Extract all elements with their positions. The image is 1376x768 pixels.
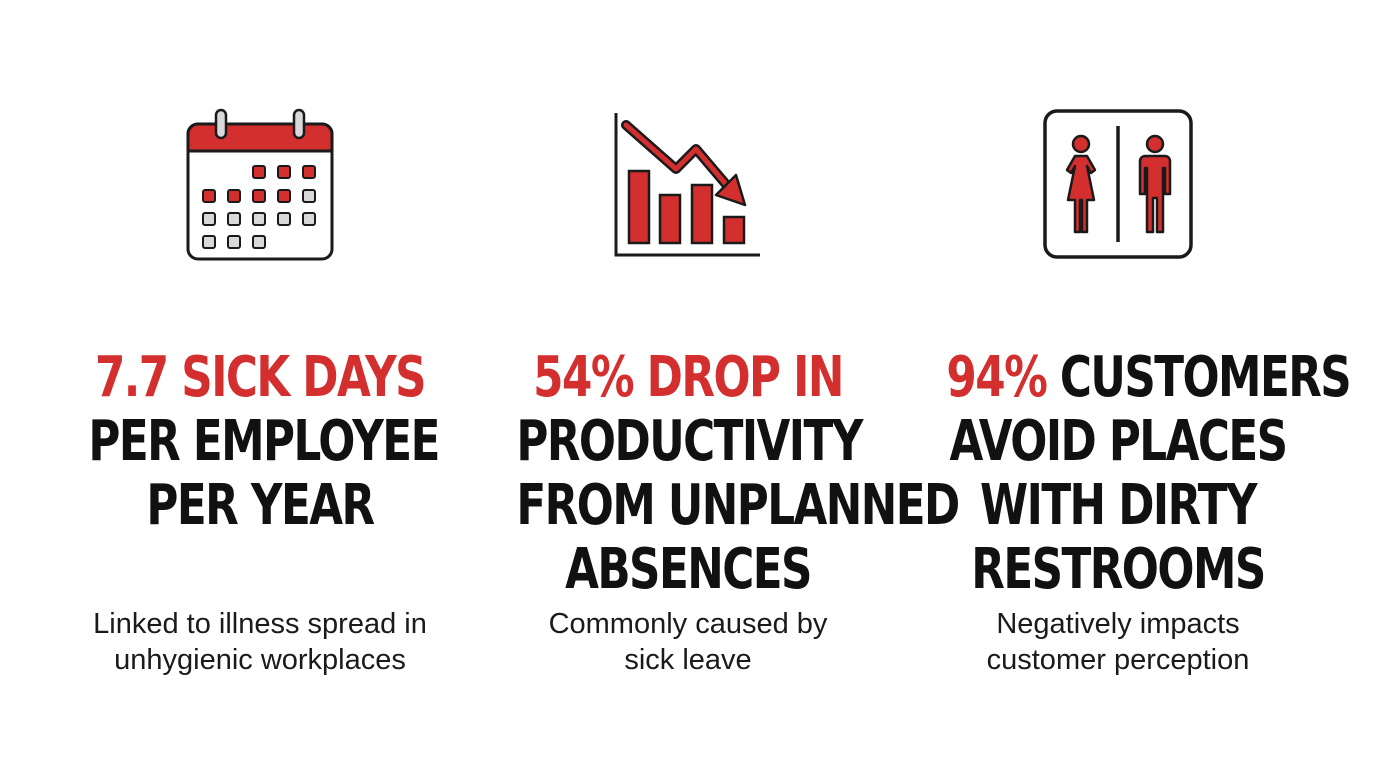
stat-caption: Linked to illness spread in unhygienic w… bbox=[40, 606, 480, 678]
stat-headline-line: WITH DIRTY bbox=[980, 473, 1258, 539]
declining-chart-icon bbox=[614, 113, 760, 257]
stat-caption-line: Negatively impacts bbox=[996, 608, 1240, 640]
stat-dirty-restrooms: 94% CUSTOMERS AVOID PLACES WITH DIRTY RE… bbox=[898, 0, 1352, 768]
stat-headline: 54% DROP IN PRODUCTIVITY FROM UNPLANNED … bbox=[516, 345, 960, 603]
stat-value: 54% DROP IN bbox=[533, 345, 844, 411]
stat-headline-line: RESTROOMS bbox=[971, 537, 1266, 603]
stat-caption-line: Linked to illness spread in bbox=[93, 608, 427, 640]
stat-caption: Commonly caused by sick leave bbox=[468, 606, 908, 678]
stat-caption-line: sick leave bbox=[624, 644, 752, 676]
stat-headline-first-line: 94% CUSTOMERS bbox=[946, 345, 1351, 411]
stat-headline-line: ABSENCES bbox=[565, 537, 812, 603]
stat-value: 94% bbox=[946, 345, 1047, 411]
stat-headline-first-line-rest: CUSTOMERS bbox=[1046, 345, 1352, 411]
stat-headline-line: PER EMPLOYEE bbox=[88, 409, 440, 475]
stat-headline-line: PRODUCTIVITY bbox=[516, 409, 863, 475]
stat-headline-line: PER YEAR bbox=[146, 473, 375, 539]
stat-caption-line: unhygienic workplaces bbox=[114, 644, 406, 676]
stat-caption: Negatively impacts customer perception bbox=[898, 606, 1338, 678]
restroom-sign-icon bbox=[1043, 109, 1193, 259]
stat-sick-days: 7.7 SICK DAYS PER EMPLOYEE PER YEAR Link… bbox=[40, 0, 480, 768]
stat-headline: 94% CUSTOMERS AVOID PLACES WITH DIRTY RE… bbox=[946, 345, 1351, 603]
man-figure-icon bbox=[1138, 134, 1172, 234]
stat-caption-line: Commonly caused by bbox=[548, 608, 828, 640]
calendar-icon-wrap bbox=[40, 104, 480, 264]
declining-chart-icon-wrap bbox=[468, 104, 908, 264]
stat-productivity-drop: 54% DROP IN PRODUCTIVITY FROM UNPLANNED … bbox=[468, 0, 960, 768]
stat-caption-line: customer perception bbox=[986, 644, 1250, 676]
stat-headline-line: FROM UNPLANNED bbox=[516, 473, 960, 539]
stat-headline: 7.7 SICK DAYS PER EMPLOYEE PER YEAR bbox=[88, 345, 440, 539]
stat-headline-line: AVOID PLACES bbox=[949, 409, 1288, 475]
stat-value: 7.7 SICK DAYS bbox=[94, 345, 427, 411]
calendar-icon bbox=[186, 108, 334, 261]
woman-figure-icon bbox=[1065, 134, 1097, 234]
restroom-sign-icon-wrap bbox=[898, 104, 1338, 264]
